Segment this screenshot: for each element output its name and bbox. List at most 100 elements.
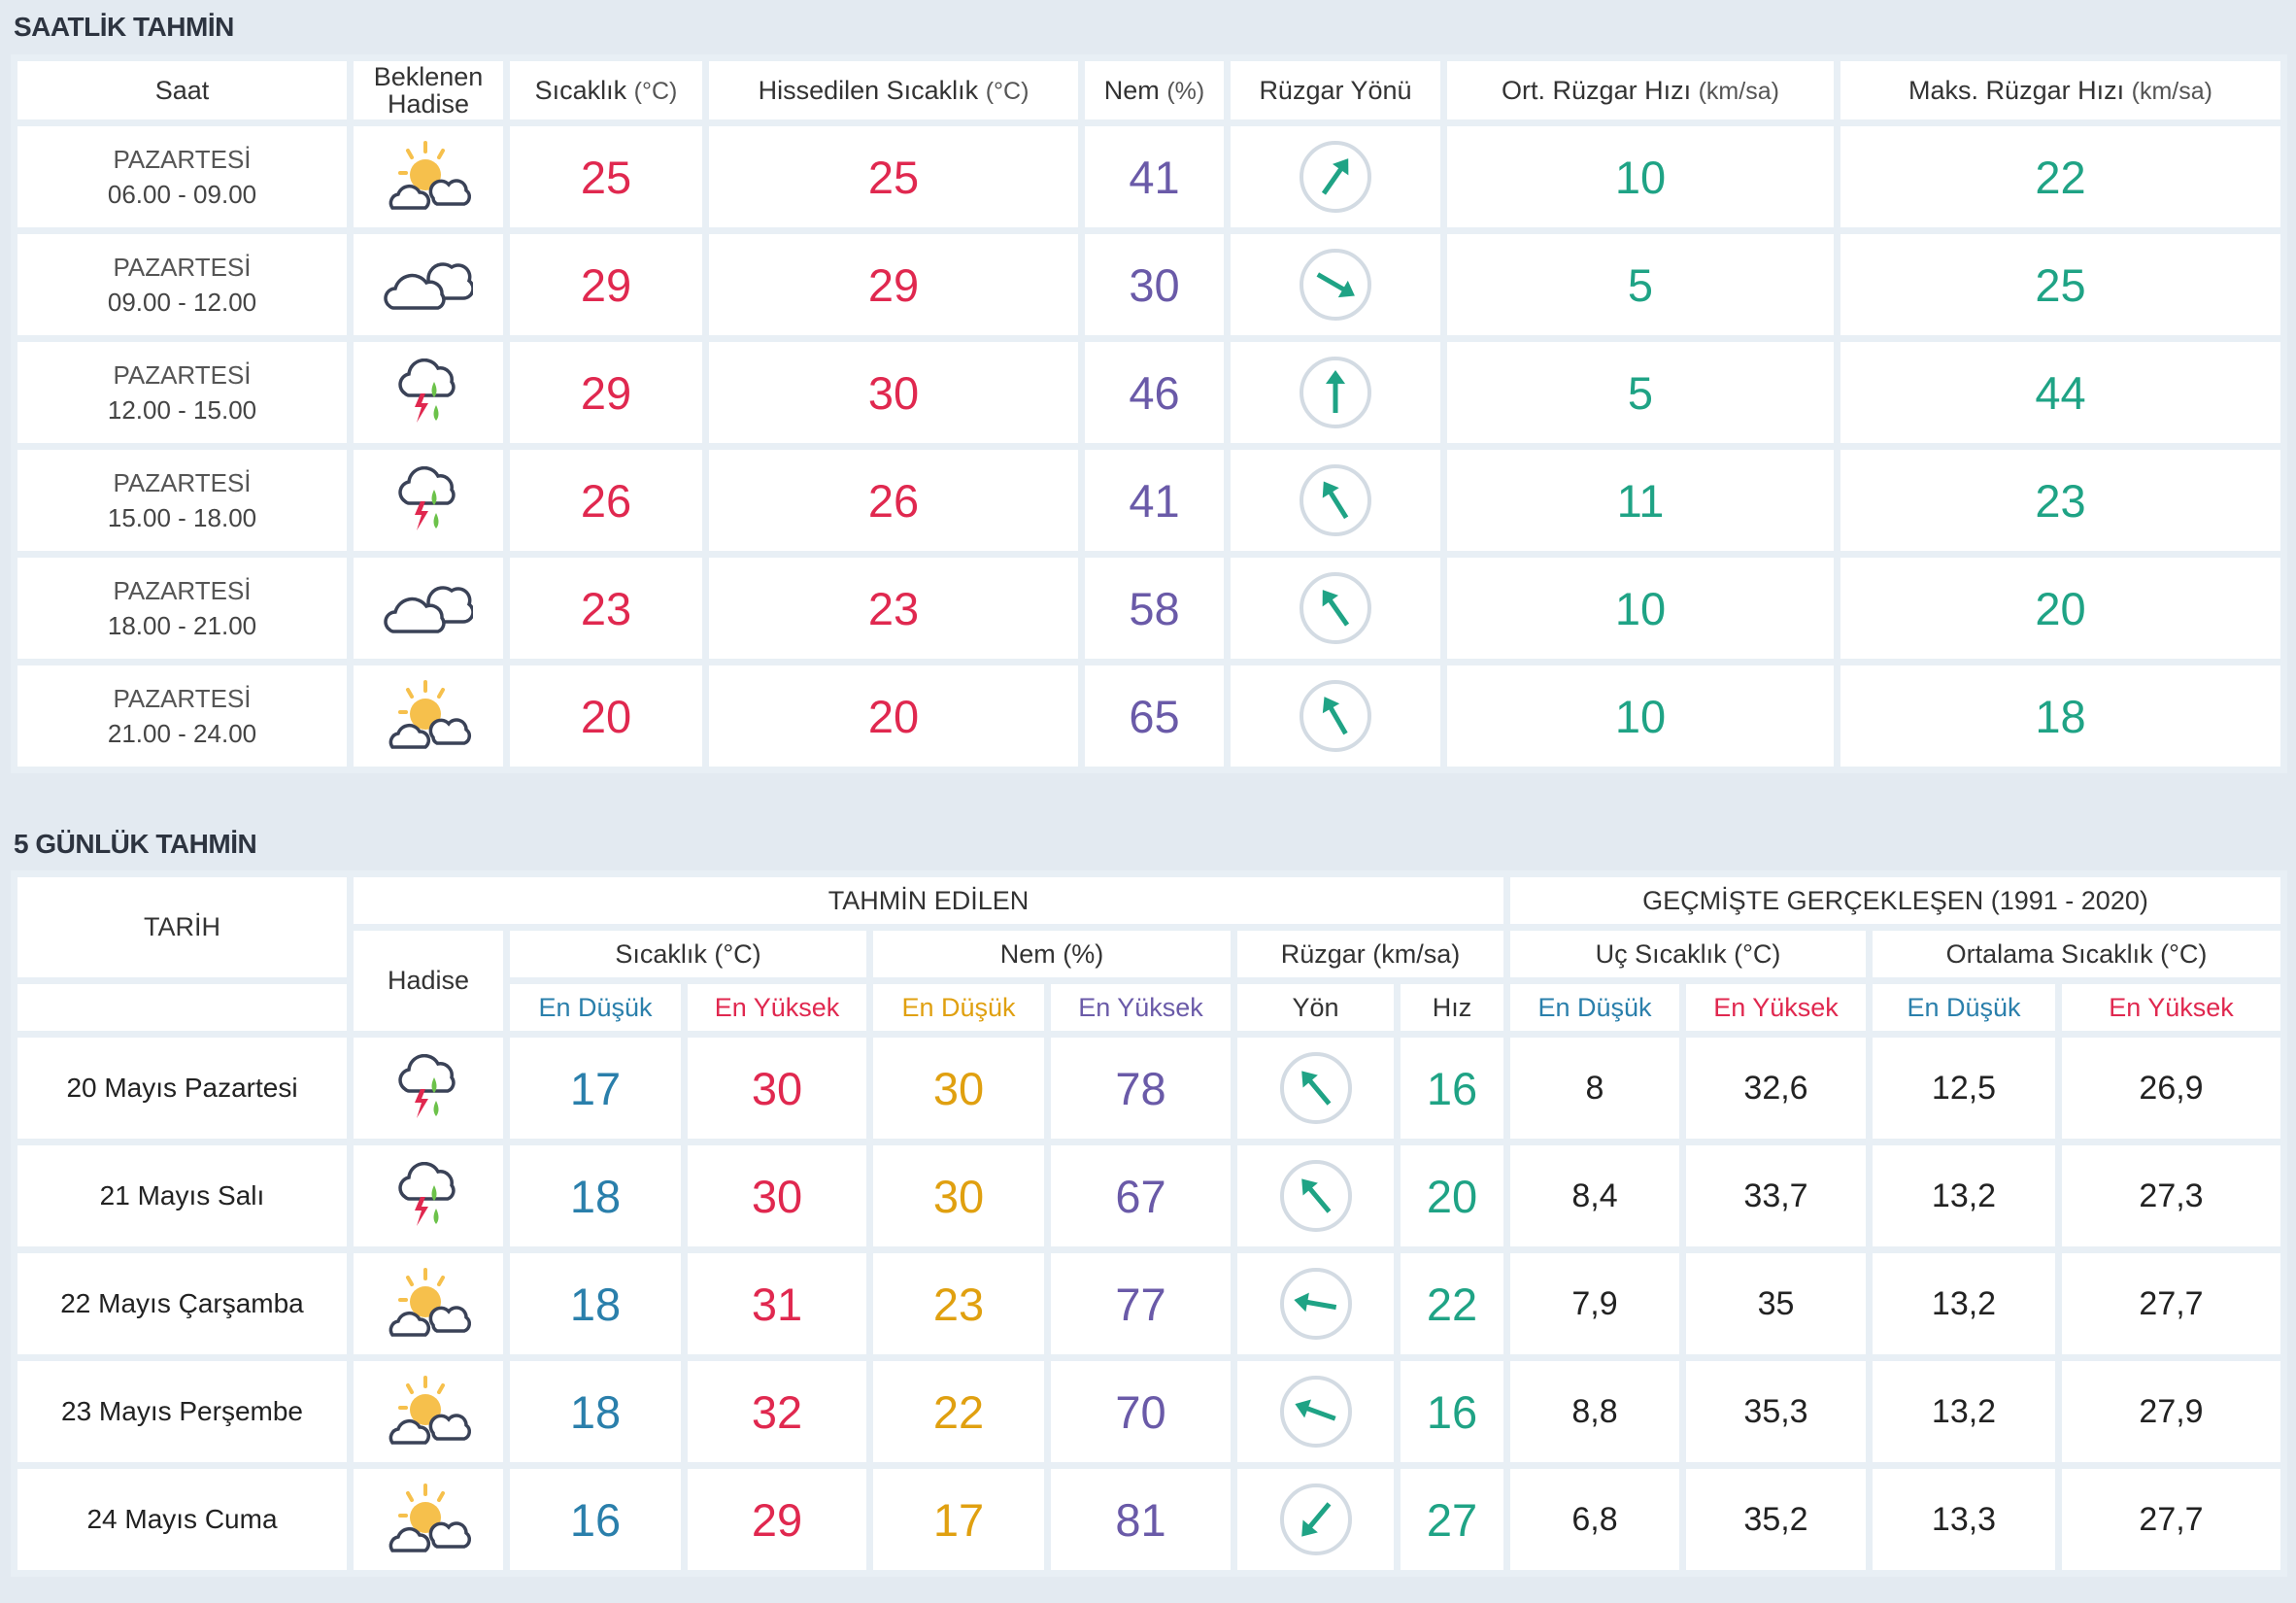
average-max: 27,7 xyxy=(2062,1469,2280,1570)
temp-max: 29 xyxy=(688,1469,866,1570)
header-tarih: TARİH xyxy=(17,877,347,977)
humidity: 58 xyxy=(1085,558,1224,659)
table-row: PAZARTESİ 15.00 - 18.00 26 26 41 11 23 xyxy=(17,450,2280,551)
feels-like: 25 xyxy=(709,126,1078,227)
header-blank xyxy=(17,984,347,1031)
max-wind-speed: 23 xyxy=(1840,450,2280,551)
header-uc-sicaklik: Uç Sıcaklık (°C) xyxy=(1510,931,1866,977)
humidity-min: 30 xyxy=(873,1038,1044,1139)
wind-speed: 20 xyxy=(1401,1145,1503,1246)
header-ort-ruzgar: Ort. Rüzgar Hızı (km/sa) xyxy=(1447,61,1834,119)
time-range: 12.00 - 15.00 xyxy=(107,395,257,425)
table-row: PAZARTESİ 21.00 - 24.00 20 20 65 10 18 xyxy=(17,665,2280,767)
thunder-rain-icon xyxy=(354,1038,503,1139)
header-ruzgar-yonu: Rüzgar Yönü xyxy=(1231,61,1440,119)
temp-max: 30 xyxy=(688,1038,866,1139)
wind-direction-arrow-icon xyxy=(1237,1253,1394,1354)
temp-min: 18 xyxy=(510,1145,681,1246)
wind-speed: 16 xyxy=(1401,1038,1503,1139)
table-row: 22 Mayıs Çarşamba 18 31 23 77 22 7,9 35 … xyxy=(17,1253,2280,1354)
daily-section-title: 5 GÜNLÜK TAHMİN xyxy=(14,829,257,859)
table-row: 20 Mayıs Pazartesi 17 30 30 78 16 8 32,6… xyxy=(17,1038,2280,1139)
time-cell: PAZARTESİ 15.00 - 18.00 xyxy=(17,450,347,551)
avg-wind-speed: 5 xyxy=(1447,342,1834,443)
hourly-forecast-table: Saat Beklenen Hadise Sıcaklık (°C) Hissed… xyxy=(11,54,2287,773)
hourly-section-title: SAATLİK TAHMİN xyxy=(14,12,234,42)
extreme-min: 7,9 xyxy=(1510,1253,1679,1354)
temp-min: 17 xyxy=(510,1038,681,1139)
humidity: 65 xyxy=(1085,665,1224,767)
partly-sunny-icon xyxy=(354,1361,503,1462)
header-nem: Nem (%) xyxy=(873,931,1231,977)
date: 23 Mayıs Perşembe xyxy=(17,1361,347,1462)
temperature: 23 xyxy=(510,558,702,659)
day-label: PAZARTESİ xyxy=(113,576,252,605)
feels-like: 23 xyxy=(709,558,1078,659)
day-label: PAZARTESİ xyxy=(113,253,252,282)
extreme-min: 6,8 xyxy=(1510,1469,1679,1570)
average-max: 27,3 xyxy=(2062,1145,2280,1246)
time-cell: PAZARTESİ 18.00 - 21.00 xyxy=(17,558,347,659)
wind-direction-arrow-icon xyxy=(1231,126,1440,227)
extreme-min: 8,8 xyxy=(1510,1361,1679,1462)
avg-wind-speed: 11 xyxy=(1447,450,1834,551)
temperature: 25 xyxy=(510,126,702,227)
avg-wind-speed: 10 xyxy=(1447,665,1834,767)
cloudy-icon xyxy=(354,234,503,335)
table-row: PAZARTESİ 06.00 - 09.00 25 25 41 10 22 xyxy=(17,126,2280,227)
day-label: PAZARTESİ xyxy=(113,360,252,390)
header-unit: (km/sa) xyxy=(2131,77,2212,105)
day-label: PAZARTESİ xyxy=(113,145,252,174)
average-min: 13,3 xyxy=(1873,1469,2055,1570)
average-min: 13,2 xyxy=(1873,1361,2055,1462)
temp-min: 18 xyxy=(510,1253,681,1354)
header-hiz: Hız xyxy=(1401,984,1503,1031)
extreme-max: 32,6 xyxy=(1686,1038,1866,1139)
time-range: 21.00 - 24.00 xyxy=(107,719,257,748)
average-max: 27,9 xyxy=(2062,1361,2280,1462)
avg-wind-speed: 5 xyxy=(1447,234,1834,335)
header-gecmis: GEÇMİŞTE GERÇEKLEŞEN (1991 - 2020) xyxy=(1510,877,2280,924)
header-ort-min: En Düşük xyxy=(1873,984,2055,1031)
max-wind-speed: 18 xyxy=(1840,665,2280,767)
wind-direction-arrow-icon xyxy=(1231,558,1440,659)
cloudy-icon xyxy=(354,558,503,659)
header-label: Nem xyxy=(1103,75,1160,105)
extreme-max: 35 xyxy=(1686,1253,1866,1354)
temperature: 29 xyxy=(510,234,702,335)
temp-max: 30 xyxy=(688,1145,866,1246)
header-hadise: Beklenen Hadise xyxy=(354,61,503,119)
table-row: 21 Mayıs Salı 18 30 30 67 20 8,4 33,7 13… xyxy=(17,1145,2280,1246)
humidity-min: 23 xyxy=(873,1253,1044,1354)
humidity-max: 67 xyxy=(1051,1145,1231,1246)
feels-like: 20 xyxy=(709,665,1078,767)
table-row: 23 Mayıs Perşembe 18 32 22 70 16 8,8 35,… xyxy=(17,1361,2280,1462)
wind-direction-arrow-icon xyxy=(1231,665,1440,767)
temperature: 26 xyxy=(510,450,702,551)
header-unit: (km/sa) xyxy=(1698,77,1779,105)
wind-speed: 27 xyxy=(1401,1469,1503,1570)
date: 24 Mayıs Cuma xyxy=(17,1469,347,1570)
thunder-rain-icon xyxy=(354,1145,503,1246)
max-wind-speed: 25 xyxy=(1840,234,2280,335)
wind-direction-arrow-icon xyxy=(1231,234,1440,335)
header-hadise-line1: Beklenen xyxy=(373,62,484,91)
humidity-min: 22 xyxy=(873,1361,1044,1462)
date: 22 Mayıs Çarşamba xyxy=(17,1253,347,1354)
time-cell: PAZARTESİ 06.00 - 09.00 xyxy=(17,126,347,227)
header-saat: Saat xyxy=(17,61,347,119)
humidity-max: 70 xyxy=(1051,1361,1231,1462)
daily-rows: 20 Mayıs Pazartesi 17 30 30 78 16 8 32,6… xyxy=(17,1038,2280,1570)
daily-forecast-table: TARİH TAHMİN EDİLEN GEÇMİŞTE GERÇEKLEŞEN… xyxy=(11,870,2287,1577)
header-unit: (°C) xyxy=(985,77,1030,105)
humidity-max: 77 xyxy=(1051,1253,1231,1354)
table-row: 24 Mayıs Cuma 16 29 17 81 27 6,8 35,2 13… xyxy=(17,1469,2280,1570)
temperature: 29 xyxy=(510,342,702,443)
header-ruzgar: Rüzgar (km/sa) xyxy=(1237,931,1503,977)
humidity-max: 78 xyxy=(1051,1038,1231,1139)
wind-direction-arrow-icon xyxy=(1237,1038,1394,1139)
day-label: PAZARTESİ xyxy=(113,468,252,497)
header-hadise-line2: Hadise xyxy=(387,89,470,119)
extreme-max: 35,2 xyxy=(1686,1469,1866,1570)
extreme-min: 8 xyxy=(1510,1038,1679,1139)
